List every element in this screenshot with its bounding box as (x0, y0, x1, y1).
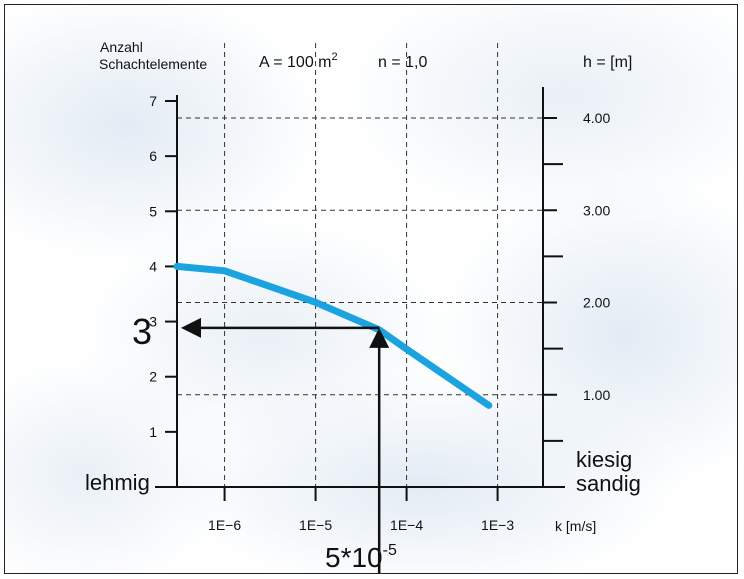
right-axis-title: h = [m] (583, 54, 632, 71)
left-tick-label-4: 5 (149, 203, 157, 219)
left-tick-label-2: 3 (149, 314, 157, 330)
left-axis-title-line2: Schachtelemente (99, 56, 207, 72)
x-tick-label-3: 1E−3 (481, 517, 514, 533)
area-parameter: A = 100 m2 (259, 51, 338, 71)
annotation-layer (181, 317, 390, 573)
grid (177, 43, 543, 487)
annotation-x-label: 5*10-5 (325, 542, 397, 573)
soil-label-right-top: kiesig (576, 447, 632, 472)
x-tick-label-1: 1E−5 (299, 517, 332, 533)
left-tick-label-3: 4 (149, 258, 157, 274)
series-line-0 (173, 262, 493, 409)
chart-frame: 1 2 3 4 5 6 7 1.00 2.00 3.00 4.00 1E−6 1E−5 1E−4 1E−3 … (4, 4, 738, 574)
axes: 1 2 3 4 5 6 7 1.00 2.00 3.00 4.00 1E−6 1E−5 1E−4 1E−3 (149, 87, 610, 533)
soil-label-right-bottom: sandig (576, 471, 641, 496)
x-axis-title: k [m/s] (555, 518, 596, 534)
left-tick-label-0: 1 (149, 424, 157, 440)
left-tick-label-5: 6 (149, 148, 157, 164)
left-axis-title-line1: Anzahl (100, 39, 143, 55)
series-layer (173, 262, 493, 409)
right-tick-label-0: 1.00 (583, 387, 610, 403)
n-parameter: n = 1,0 (378, 54, 427, 71)
right-tick-label-3: 4.00 (583, 110, 610, 126)
left-tick-label-6: 7 (149, 93, 157, 109)
annotation-y-label: 3 (132, 311, 152, 352)
soil-label-left: lehmig (85, 470, 150, 495)
right-tick-label-2: 3.00 (583, 202, 610, 218)
x-tick-label-2: 1E−4 (390, 517, 423, 533)
cloud-background (5, 5, 737, 573)
left-tick-label-1: 2 (149, 369, 157, 385)
x-tick-label-0: 1E−6 (208, 517, 241, 533)
right-tick-label-1: 2.00 (583, 295, 610, 311)
